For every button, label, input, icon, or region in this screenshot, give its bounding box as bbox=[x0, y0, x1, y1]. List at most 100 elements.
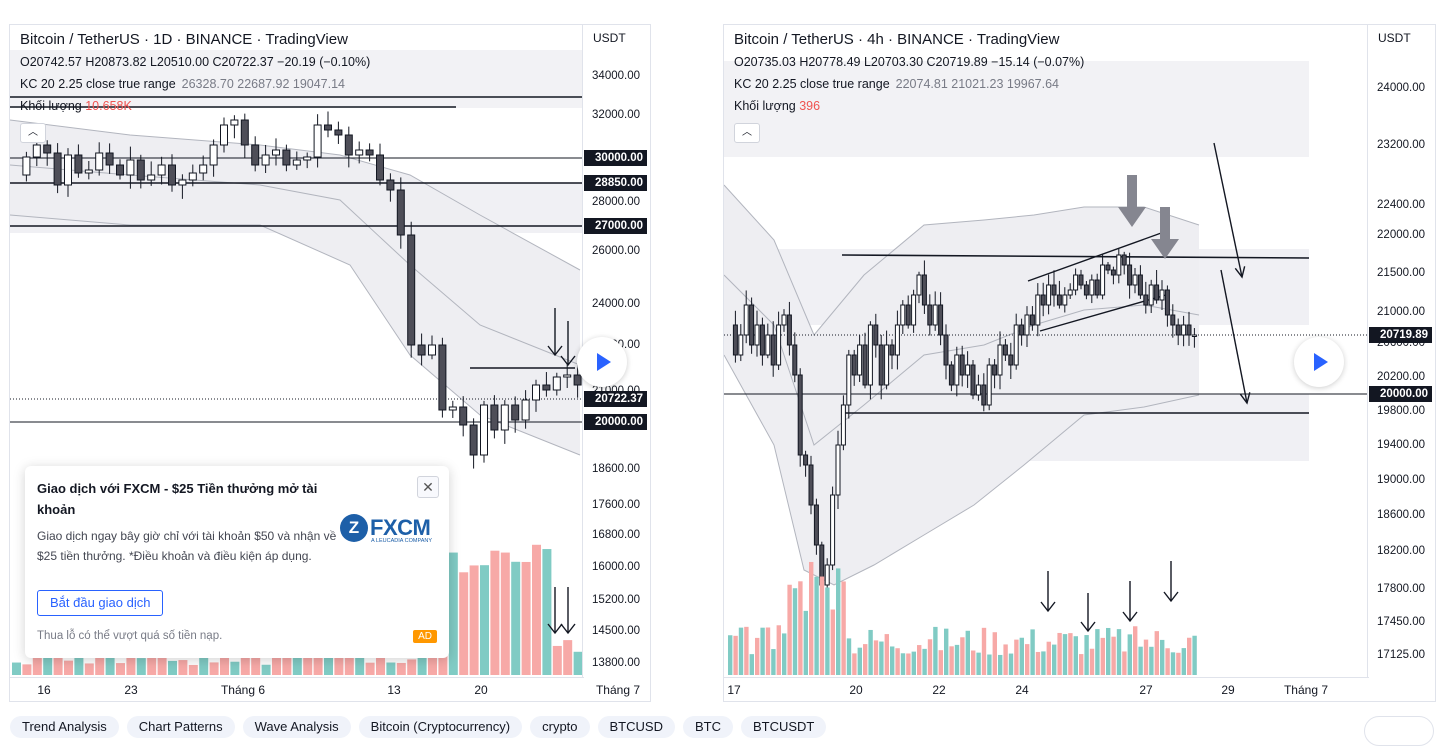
volume-bar bbox=[917, 645, 922, 675]
time-axis[interactable]: 17 20 22 24 27 29 Tháng 7 bbox=[724, 677, 1369, 701]
volume-bar bbox=[407, 659, 417, 675]
volume-bar bbox=[852, 653, 857, 675]
candle bbox=[1083, 284, 1089, 296]
arrow-annotation bbox=[547, 345, 563, 357]
volume-bar bbox=[809, 561, 814, 675]
price-tick-label: 15200.00 bbox=[592, 594, 640, 606]
volume-bar bbox=[126, 654, 136, 675]
candle bbox=[1019, 324, 1025, 336]
volume-indicator-row[interactable]: Khối lượng 10.658K bbox=[20, 95, 370, 117]
volume-bar bbox=[74, 650, 84, 675]
chart-legend: Bitcoin / TetherUS · 4h · BINANCE · Trad… bbox=[734, 31, 1084, 117]
chevron-up-icon: ︿ bbox=[742, 127, 752, 138]
ad-popup[interactable]: Giao dịch với FXCM - $25 Tiền thưởng mở … bbox=[25, 466, 449, 658]
kc-indicator-row[interactable]: KC 20 2.25 close true range 26328.70 2268… bbox=[20, 73, 370, 95]
price-level-marker: 20719.89 bbox=[1369, 327, 1432, 343]
tag-chip[interactable]: Chart Patterns bbox=[126, 716, 235, 738]
ad-title: Giao dịch với FXCM - $25 Tiền thưởng mở … bbox=[37, 481, 318, 517]
candle bbox=[878, 344, 884, 386]
close-icon[interactable]: ✕ bbox=[417, 476, 439, 498]
volume-bar bbox=[765, 627, 771, 675]
volume-indicator-row[interactable]: Khối lượng 396 bbox=[734, 95, 1084, 117]
candle bbox=[313, 124, 322, 158]
volume-value: 396 bbox=[799, 99, 821, 113]
volume-bar bbox=[803, 610, 808, 675]
chart-plot-area[interactable] bbox=[10, 25, 584, 679]
fxcm-logo: Z FXCM A LEUCADIA COMPANY bbox=[340, 514, 440, 546]
volume-bar bbox=[1046, 641, 1051, 675]
volume-bar bbox=[178, 660, 188, 675]
price-tick-label: 21500.00 bbox=[1377, 267, 1425, 279]
collapse-legend-button[interactable]: ︿ bbox=[734, 123, 760, 143]
candle bbox=[230, 119, 239, 126]
candle bbox=[542, 384, 551, 391]
candle bbox=[1154, 284, 1160, 301]
candle bbox=[965, 364, 971, 376]
more-button[interactable] bbox=[1364, 716, 1434, 746]
volume-bar bbox=[841, 581, 846, 675]
candle bbox=[986, 364, 992, 406]
candle bbox=[1110, 269, 1116, 276]
candle bbox=[1100, 264, 1106, 296]
candle bbox=[749, 304, 755, 346]
candle bbox=[355, 149, 364, 156]
candle bbox=[846, 354, 852, 406]
candle bbox=[1164, 289, 1170, 316]
start-trading-button[interactable]: Bắt đầu giao dịch bbox=[37, 590, 164, 616]
candle bbox=[857, 344, 863, 376]
tag-chip[interactable]: Trend Analysis bbox=[10, 716, 119, 738]
candle bbox=[1137, 274, 1143, 296]
candle bbox=[954, 354, 960, 386]
volume-bar bbox=[1095, 629, 1100, 675]
volume-bar bbox=[573, 651, 583, 675]
tag-chip[interactable]: BTCUSDT bbox=[740, 716, 827, 738]
candle bbox=[943, 334, 949, 366]
volume-bar bbox=[1025, 644, 1030, 675]
forecast-arrow bbox=[1239, 392, 1251, 405]
volume-bar bbox=[819, 576, 825, 675]
chart-panel-4h[interactable]: Bitcoin / TetherUS · 4h · BINANCE · Trad… bbox=[723, 24, 1436, 702]
tag-chip[interactable]: BTC bbox=[682, 716, 733, 738]
candle bbox=[851, 354, 857, 376]
play-button[interactable] bbox=[577, 337, 627, 387]
time-tick-label: 16 bbox=[37, 683, 51, 697]
candle bbox=[168, 164, 176, 186]
arrow-annotation bbox=[1040, 601, 1056, 613]
volume-bar bbox=[1149, 646, 1154, 675]
volume-bar bbox=[1068, 633, 1073, 675]
price-tick-label: 20200.00 bbox=[1377, 371, 1425, 383]
candle bbox=[324, 124, 332, 131]
candle bbox=[157, 164, 166, 176]
price-level-marker: 27000.00 bbox=[584, 218, 647, 234]
volume-bar bbox=[749, 654, 754, 675]
volume-bar bbox=[1008, 653, 1014, 675]
candle bbox=[754, 324, 760, 346]
candle bbox=[1008, 354, 1014, 366]
volume-bar bbox=[1111, 636, 1116, 675]
play-button[interactable] bbox=[1294, 337, 1344, 387]
candle bbox=[1159, 289, 1165, 301]
tag-chip[interactable]: crypto bbox=[530, 716, 590, 738]
collapse-legend-button[interactable]: ︿ bbox=[20, 123, 46, 143]
tag-chip[interactable]: Bitcoin (Cryptocurrency) bbox=[358, 716, 523, 738]
volume-bar bbox=[906, 653, 911, 675]
volume-label: Khối lượng bbox=[734, 99, 796, 113]
kc-indicator-row[interactable]: KC 20 2.25 close true range 22074.81 2102… bbox=[734, 73, 1084, 95]
price-tick-label: 18600.00 bbox=[592, 463, 640, 475]
price-axis[interactable]: USDT 24000.00 23200.00 22400.00 22000.00 215… bbox=[1367, 25, 1435, 701]
candle bbox=[1148, 284, 1154, 306]
chart-plot-area[interactable] bbox=[724, 25, 1369, 679]
volume-bar bbox=[954, 644, 960, 675]
candle bbox=[1040, 294, 1046, 306]
volume-bar bbox=[1133, 626, 1138, 675]
tag-chip[interactable]: Wave Analysis bbox=[242, 716, 351, 738]
time-axis[interactable]: 16 23 Tháng 6 13 20 Tháng 7 bbox=[10, 677, 640, 701]
volume-bar bbox=[324, 643, 333, 675]
tag-chip[interactable]: BTCUSD bbox=[597, 716, 675, 738]
volume-bar bbox=[355, 654, 365, 675]
candle bbox=[261, 154, 270, 166]
price-tick-label: 24000.00 bbox=[1377, 82, 1425, 94]
candle bbox=[480, 404, 488, 456]
candle bbox=[1105, 264, 1111, 271]
range-box bbox=[724, 61, 1309, 157]
